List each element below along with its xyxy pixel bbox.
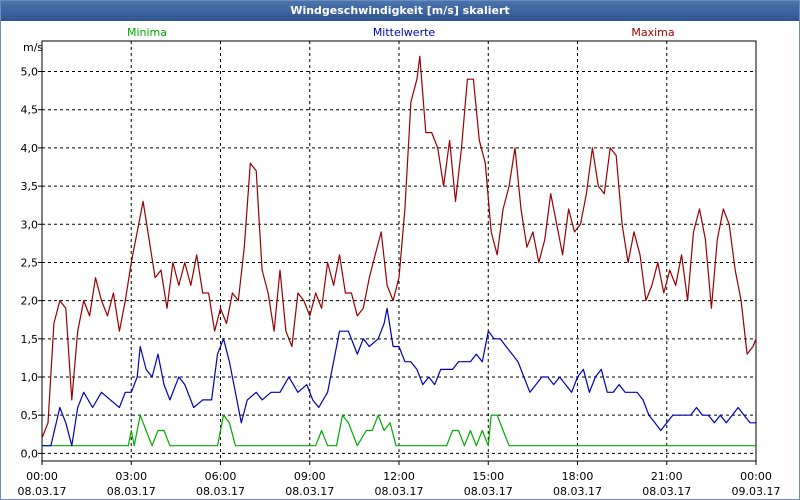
legend-minima: Minima (127, 26, 167, 39)
x-tick-time-label: 09:00 (294, 470, 326, 483)
y-tick-label: 0,5 (21, 409, 39, 422)
y-tick-label: 3,5 (21, 180, 39, 193)
x-tick-time-label: 12:00 (383, 470, 415, 483)
x-tick-date-label: 08.03.17 (642, 485, 691, 498)
x-tick-time-label: 21:00 (651, 470, 683, 483)
x-tick-date-label: 08.03.17 (375, 485, 424, 498)
legend-mittelwerte: Mittelwerte (373, 26, 436, 39)
x-tick-date-label: 09.03.17 (732, 485, 781, 498)
legend-maxima: Maxima (631, 26, 674, 39)
legend: Minima Mittelwerte Maxima (127, 26, 675, 39)
x-tick-time-label: 00:00 (26, 470, 58, 483)
x-tick-date-label: 08.03.17 (285, 485, 334, 498)
y-tick-label: 2,5 (21, 256, 39, 269)
y-tick-label: 4,0 (21, 142, 39, 155)
x-tick-date-label: 08.03.17 (18, 485, 67, 498)
series-lines (41, 55, 757, 447)
y-tick-label: 2,0 (21, 295, 39, 308)
y-axis: 0,0 0,5 1,0 1,5 2,0 2,5 3,0 3,5 4,0 4,5 5,0 (21, 66, 42, 460)
y-tick-label: 4,5 (21, 104, 39, 117)
x-axis: 00:00 08.03.17 03:00 08.03.17 06:00 08.03.17 0… (18, 461, 781, 498)
series-line-maxima (41, 55, 757, 439)
x-tick-time-label: 15:00 (472, 470, 504, 483)
x-tick-time-label: 00:00 (740, 470, 772, 483)
series-line-minima (42, 414, 756, 447)
x-tick-time-label: 06:00 (205, 470, 237, 483)
y-tick-label: 1,5 (21, 333, 39, 346)
series-line-mittelwerte (42, 307, 756, 447)
x-tick-date-label: 08.03.17 (196, 485, 245, 498)
x-tick-time-label: 18:00 (562, 470, 594, 483)
y-axis-label: m/s (23, 41, 43, 54)
y-tick-label: 1,0 (21, 371, 39, 384)
y-tick-label: 3,0 (21, 218, 39, 231)
x-tick-date-label: 08.03.17 (107, 485, 156, 498)
x-tick-date-label: 08.03.17 (553, 485, 602, 498)
x-tick-date-label: 08.03.17 (464, 485, 513, 498)
x-tick-time-label: 03:00 (115, 470, 147, 483)
window-title: Windgeschwindigkeit [m/s] skaliert (1, 1, 799, 21)
y-tick-label: 0,0 (21, 447, 39, 460)
y-tick-label: 5,0 (21, 66, 39, 79)
wind-speed-chart: 0,00,51,01,52,02,53,03,54,04,55,0 00:000… (18, 26, 781, 498)
